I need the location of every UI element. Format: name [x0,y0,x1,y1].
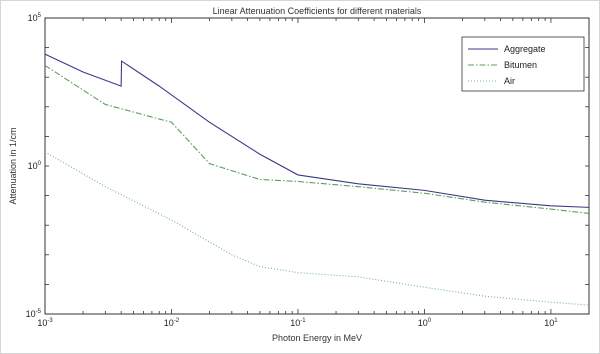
x-tick-label: 101 [544,318,558,328]
x-tick-label: 10-2 [164,318,180,328]
y-axis-title: Attenuation in 1/cm [8,127,18,204]
legend-label-aggregate: Aggregate [504,44,546,54]
chart-title: Linear Attenuation Coefficients for diff… [213,6,422,16]
legend-label-bitumen: Bitumen [504,60,537,70]
legend: Aggregate Bitumen Air [461,36,585,92]
y-tick-label: 100 [28,161,42,171]
x-axis-title: Photon Energy in MeV [272,333,362,343]
x-tick-label: 10-3 [37,318,53,328]
y-tick-label: 105 [28,13,42,23]
legend-label-air: Air [504,76,515,86]
series-line-aggregate [45,53,589,208]
series-line-air [45,151,589,306]
y-tick-label: 10-5 [26,309,42,319]
x-tick-label: 10-1 [290,318,306,328]
series-line-bitumen [45,64,589,214]
x-tick-label: 100 [418,318,432,328]
legend-box [461,36,585,92]
